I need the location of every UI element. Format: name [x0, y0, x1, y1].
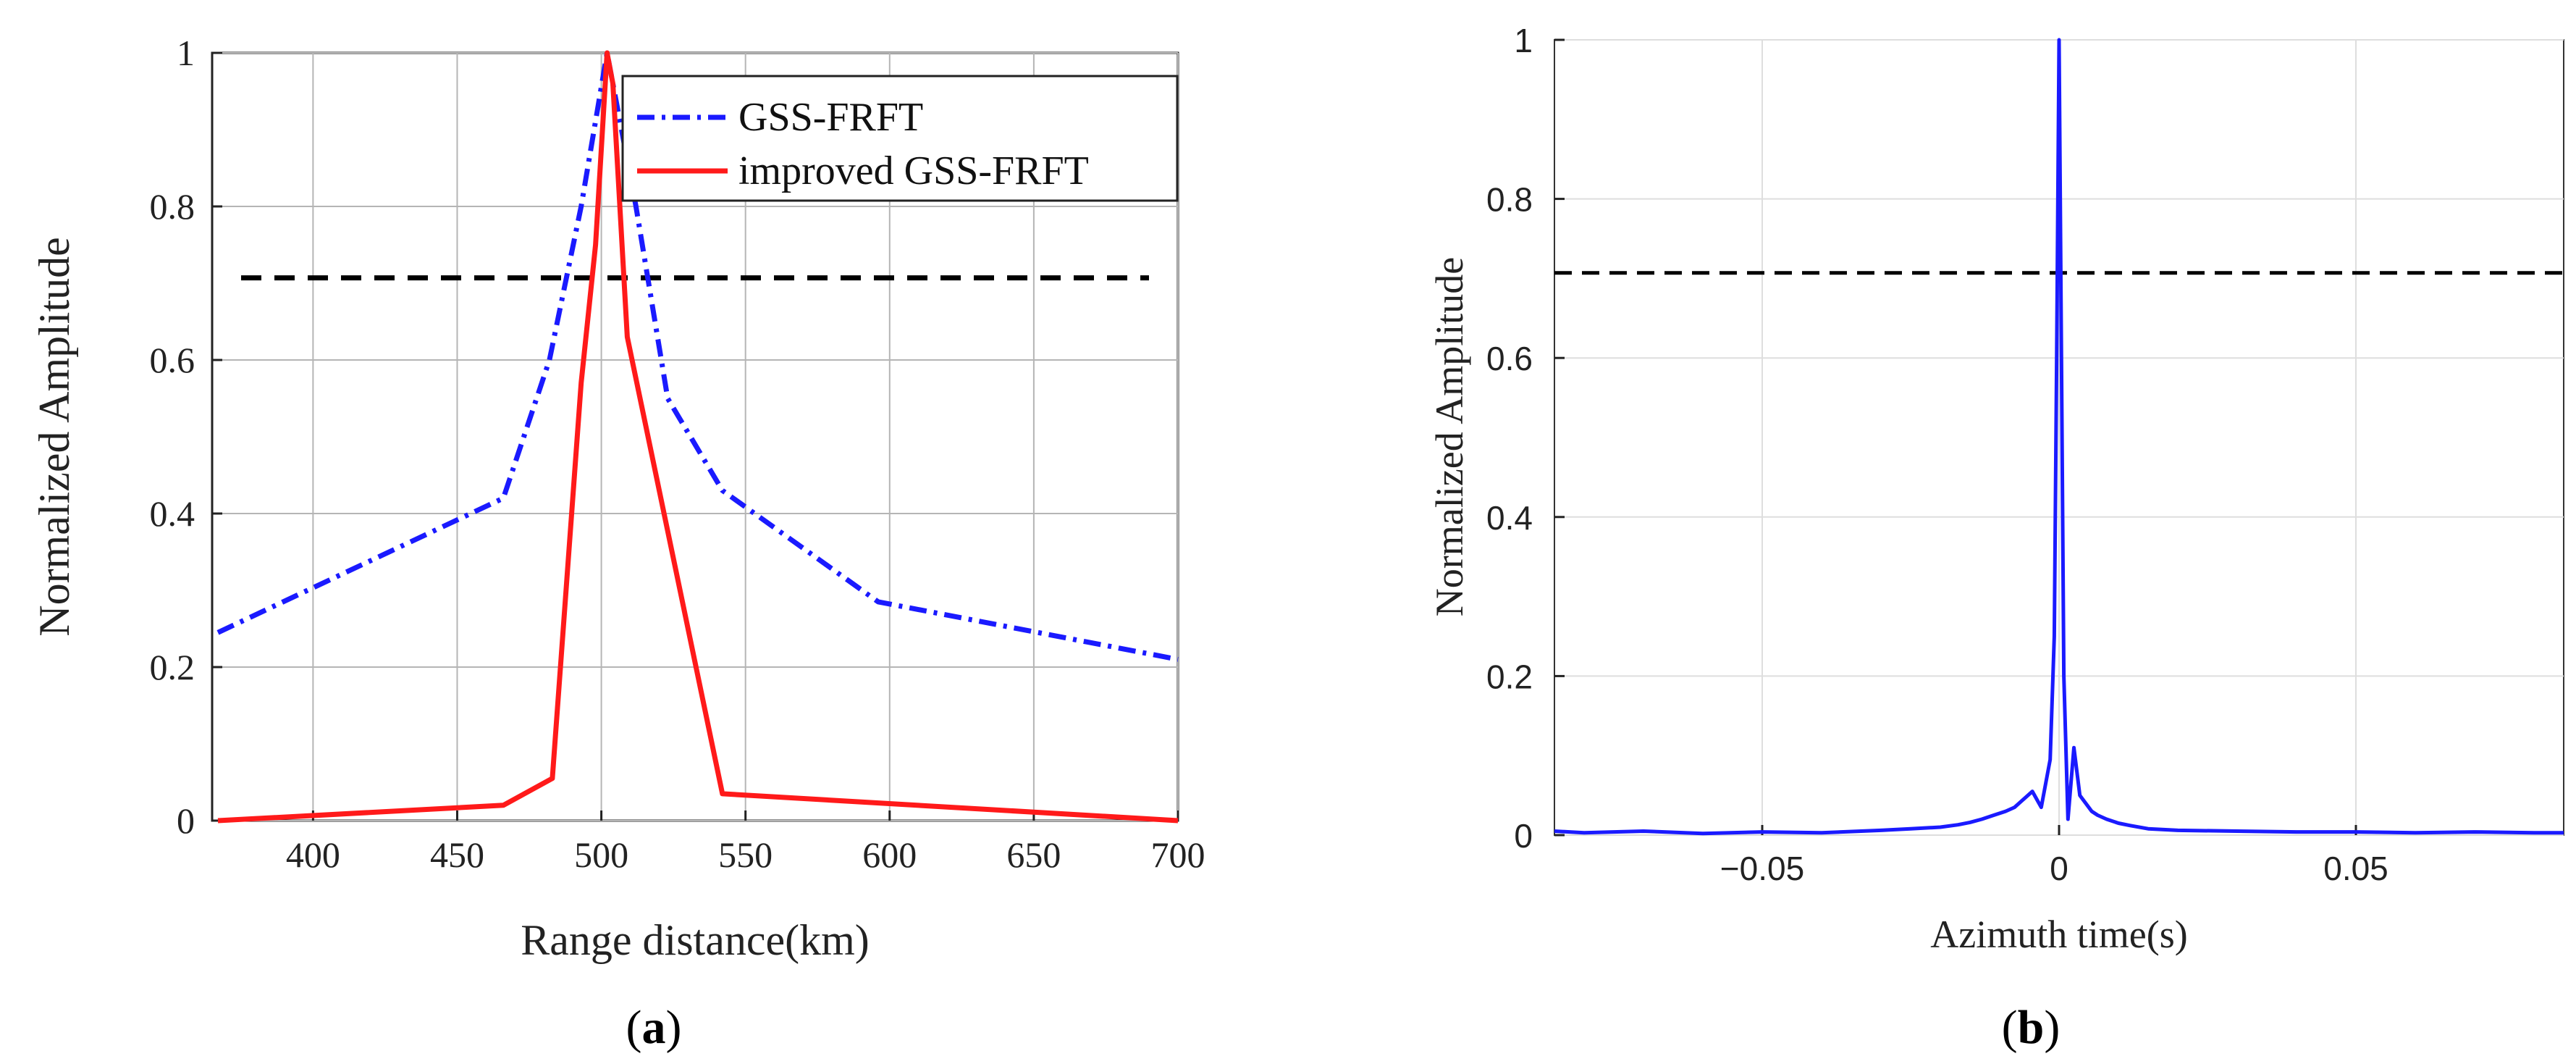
x-tick-label: 0.05: [2323, 850, 2388, 887]
panel-a-ticks: 400 450 500 550 600 650 700 0 0.2 0.4 0.6 0.8 1: [150, 33, 1205, 875]
y-tick-label: 0.2: [150, 647, 195, 687]
x-tick-label: 650: [1006, 834, 1061, 875]
x-tick-label: 550: [718, 834, 773, 875]
x-tick-label: 600: [862, 834, 917, 875]
series-line-gss-frft: [216, 50, 1179, 662]
caption-b-letter: b: [2018, 1001, 2045, 1054]
caption-b: (b): [2002, 1001, 2061, 1054]
y-tick-label: 0.6: [150, 340, 195, 380]
y-tick-label: 0: [1514, 817, 1533, 855]
panel-a-ylabel: Normalized Amplitude: [30, 237, 78, 637]
panel-a-series: [216, 50, 1179, 824]
panel-b-xlabel: Azimuth time(s): [1930, 913, 2187, 956]
y-tick-label: 0.2: [1486, 658, 1533, 695]
x-tick-label: 500: [574, 834, 628, 875]
panel-b-ticks: −0.05 0 0.05 0 0.2 0.4 0.6 0.8 1: [1486, 22, 2388, 887]
x-tick-label: 700: [1151, 834, 1205, 875]
x-tick-label: 400: [286, 834, 340, 875]
panel-a-xlabel: Range distance(km): [521, 916, 870, 964]
y-tick-label: 0.6: [1486, 340, 1533, 377]
caption-a-letter: a: [642, 1001, 666, 1054]
panel-b-chart: −0.05 0 0.05 0 0.2 0.4 0.6 0.8 1 Azimuth time(s)…: [1428, 22, 2564, 956]
panel-b-series: [1554, 38, 2564, 836]
series-line-improved-gss-frft: [217, 50, 1179, 824]
panel-a-chart: 400 450 500 550 600 650 700 0 0.2 0.4 0.6 0.8 1 Rang…: [30, 33, 1205, 964]
x-tick-label: −0.05: [1720, 850, 1804, 887]
y-tick-label: 0.4: [1486, 499, 1533, 537]
legend-label-gss-frft: GSS-FRFT: [738, 95, 923, 140]
x-tick-label: 0: [2050, 850, 2068, 887]
panel-a-legend: GSS-FRFT improved GSS-FRFT: [621, 75, 1179, 202]
caption-a: (a): [626, 1001, 682, 1054]
panel-b-ylabel: Normalized Amplitude: [1428, 257, 1471, 616]
series-line-azimuth-response: [1554, 38, 2564, 836]
y-tick-label: 1: [1514, 22, 1533, 59]
legend-box: [621, 75, 1179, 202]
y-tick-label: 0.8: [1486, 181, 1533, 219]
legend-label-improved-gss-frft: improved GSS-FRFT: [738, 148, 1089, 193]
y-tick-label: 0.8: [150, 186, 195, 227]
y-tick-label: 0.4: [150, 493, 195, 534]
x-tick-label: 450: [430, 834, 484, 875]
y-tick-label: 1: [177, 33, 195, 73]
y-tick-label: 0: [177, 800, 195, 841]
